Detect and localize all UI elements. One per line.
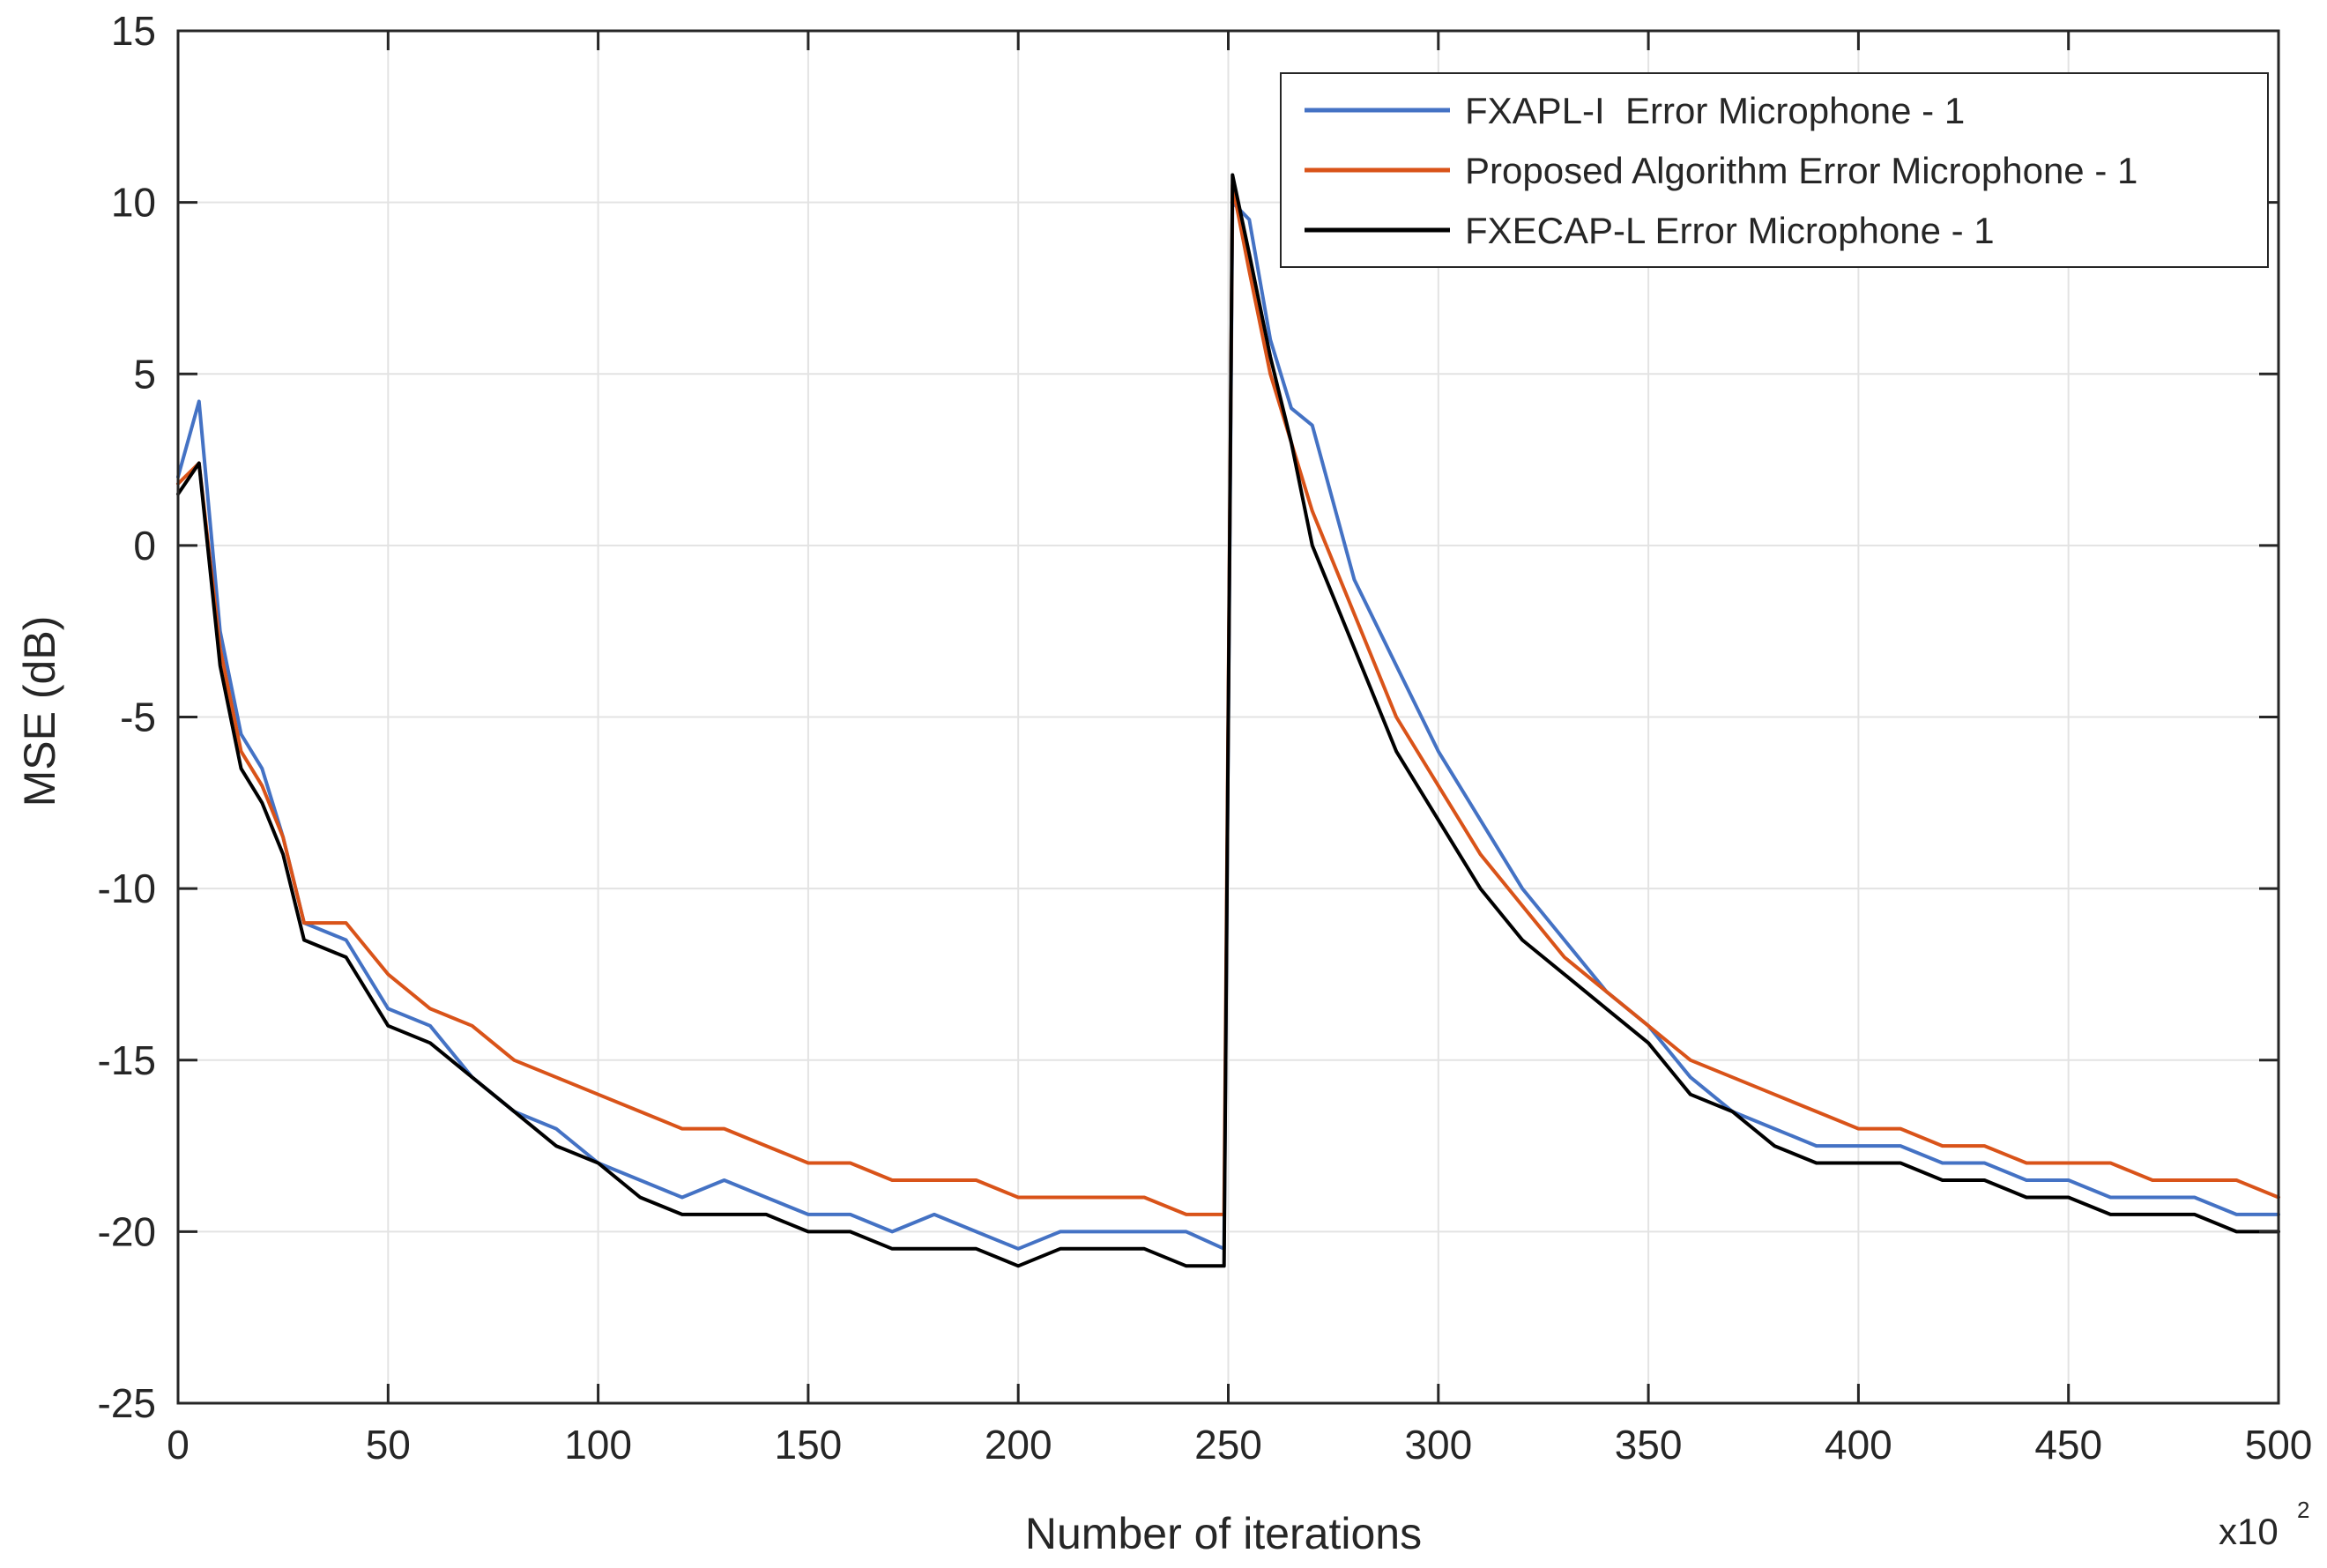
y-tick-label: -10 bbox=[98, 866, 156, 911]
x-tick-label: 0 bbox=[167, 1422, 190, 1468]
legend-label-fxapl: FXAPL-I Error Microphone - 1 bbox=[1465, 90, 1965, 131]
y-tick-label: -20 bbox=[98, 1208, 156, 1254]
y-tick-label: -5 bbox=[120, 695, 156, 740]
x-tick-label: 200 bbox=[985, 1422, 1052, 1468]
y-tick-label: 5 bbox=[133, 351, 156, 397]
y-axis-title: MSE (dB) bbox=[15, 616, 64, 807]
tick-marks bbox=[176, 29, 2280, 1405]
x-axis-title: Number of iterations bbox=[1025, 1509, 1422, 1558]
x-tick-label: 350 bbox=[1615, 1422, 1683, 1468]
legend-label-proposed: Proposed Algorithm Error Microphone - 1 bbox=[1465, 150, 2137, 191]
x-multiplier-exponent: 2 bbox=[2297, 1497, 2309, 1523]
legend-entry-fxecap: FXECAP-L Error Microphone - 1 bbox=[1305, 210, 1995, 251]
x-tick-label: 300 bbox=[1404, 1422, 1472, 1468]
y-tick-labels: -25 -20 -15 -10 -5 0 5 10 15 bbox=[98, 8, 156, 1426]
legend-entry-fxapl: FXAPL-I Error Microphone - 1 bbox=[1305, 90, 1965, 131]
legend: FXAPL-I Error Microphone - 1 Proposed Al… bbox=[1280, 72, 2269, 268]
x-tick-label: 250 bbox=[1194, 1422, 1262, 1468]
legend-label-fxecap: FXECAP-L Error Microphone - 1 bbox=[1465, 210, 1995, 251]
x-multiplier-base: x10 bbox=[2219, 1511, 2279, 1552]
x-tick-label: 150 bbox=[775, 1422, 843, 1468]
series-lines bbox=[176, 173, 2280, 1268]
y-tick-label: 0 bbox=[133, 523, 156, 568]
x-tick-labels: 0 50 100 150 200 250 300 350 400 450 500 bbox=[167, 1422, 2312, 1468]
x-tick-label: 50 bbox=[366, 1422, 411, 1468]
y-tick-label: -25 bbox=[98, 1380, 156, 1426]
x-tick-label: 400 bbox=[1825, 1422, 1892, 1468]
y-tick-label: -15 bbox=[98, 1037, 156, 1083]
x-tick-label: 500 bbox=[2245, 1422, 2313, 1468]
y-tick-label: 15 bbox=[111, 8, 156, 54]
y-tick-label: 10 bbox=[111, 180, 156, 226]
x-tick-label: 100 bbox=[564, 1422, 632, 1468]
x-tick-label: 450 bbox=[2034, 1422, 2102, 1468]
x-axis-multiplier: x10 2 bbox=[2219, 1497, 2309, 1552]
legend-entry-proposed: Proposed Algorithm Error Microphone - 1 bbox=[1305, 150, 2137, 191]
series-line-fxecap bbox=[176, 173, 2280, 1268]
